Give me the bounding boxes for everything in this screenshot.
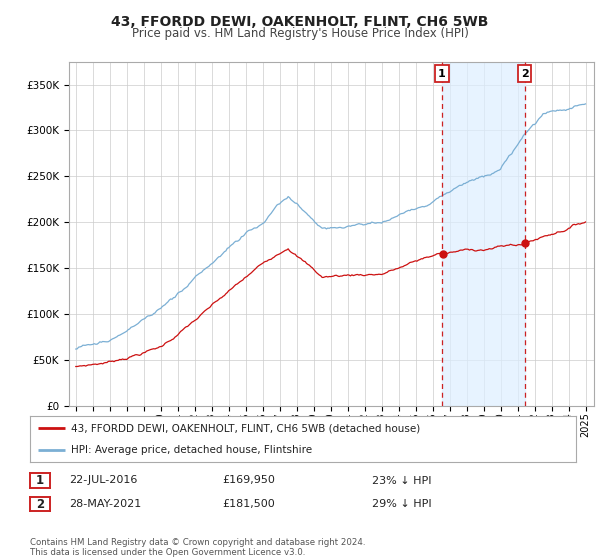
Text: Price paid vs. HM Land Registry's House Price Index (HPI): Price paid vs. HM Land Registry's House … <box>131 27 469 40</box>
Text: £181,500: £181,500 <box>222 499 275 509</box>
Text: £169,950: £169,950 <box>222 475 275 486</box>
Text: 43, FFORDD DEWI, OAKENHOLT, FLINT, CH6 5WB (detached house): 43, FFORDD DEWI, OAKENHOLT, FLINT, CH6 5… <box>71 423 420 433</box>
Text: Contains HM Land Registry data © Crown copyright and database right 2024.
This d: Contains HM Land Registry data © Crown c… <box>30 538 365 557</box>
Text: 1: 1 <box>36 474 44 487</box>
Text: 29% ↓ HPI: 29% ↓ HPI <box>372 499 431 509</box>
Text: 23% ↓ HPI: 23% ↓ HPI <box>372 475 431 486</box>
Text: 2: 2 <box>36 497 44 511</box>
Bar <box>442 62 524 406</box>
Text: 1: 1 <box>438 68 446 78</box>
Text: 43, FFORDD DEWI, OAKENHOLT, FLINT, CH6 5WB: 43, FFORDD DEWI, OAKENHOLT, FLINT, CH6 5… <box>112 15 488 29</box>
Text: HPI: Average price, detached house, Flintshire: HPI: Average price, detached house, Flin… <box>71 445 312 455</box>
Text: 28-MAY-2021: 28-MAY-2021 <box>69 499 141 509</box>
Text: 22-JUL-2016: 22-JUL-2016 <box>69 475 137 486</box>
Text: 2: 2 <box>521 68 529 78</box>
